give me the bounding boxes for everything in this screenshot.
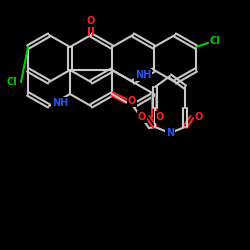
Text: NH: NH (52, 98, 68, 108)
Text: O: O (87, 16, 95, 26)
Text: Cl: Cl (210, 36, 220, 46)
Text: Cl: Cl (6, 77, 18, 87)
Text: O: O (195, 112, 203, 122)
Text: O: O (138, 112, 146, 122)
Text: O: O (156, 112, 164, 122)
Text: NH: NH (135, 70, 151, 80)
Text: O: O (128, 96, 136, 106)
Text: N: N (166, 128, 174, 138)
